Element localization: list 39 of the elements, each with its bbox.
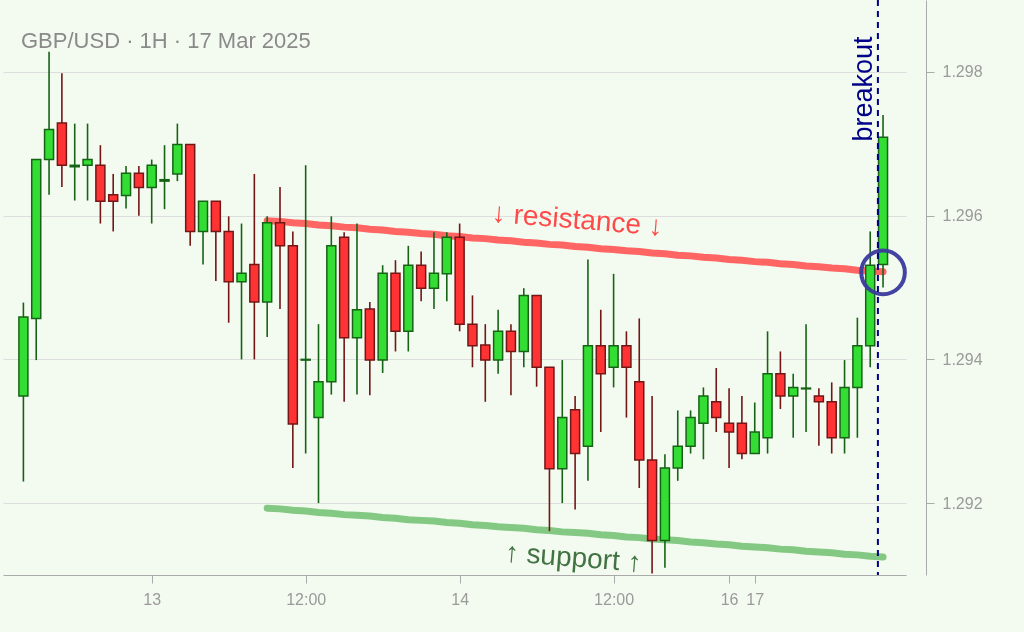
candlestick (608, 273, 619, 389)
y-tick-label: 1.296 (942, 207, 983, 225)
x-tick-label: 13 (143, 590, 162, 608)
y-tick-label: 1.298 (942, 63, 983, 81)
x-tick-label: 12:00 (594, 590, 635, 608)
candlestick (428, 231, 440, 310)
candlestick (159, 144, 170, 210)
candlestick (480, 323, 491, 403)
candlestick (300, 164, 311, 455)
candlestick (800, 323, 812, 433)
candlestick (813, 387, 825, 447)
candlestick (120, 165, 132, 210)
candlestick (505, 323, 517, 397)
x-tick-label: 16 (720, 590, 739, 608)
annotation: ↓ resistance ↓ (490, 196, 664, 242)
candlestick (274, 186, 286, 310)
candlestick (775, 350, 786, 410)
candlestick (133, 165, 145, 217)
candlestick (672, 409, 683, 482)
annotation: breakout (847, 35, 878, 142)
candlestick (787, 372, 799, 439)
candlestick (621, 330, 632, 419)
candlestick (107, 173, 119, 233)
candlestick (82, 122, 93, 202)
candlestick (236, 222, 247, 361)
x-tick-label: 17 (746, 590, 765, 608)
candlestick (710, 367, 722, 433)
candlestick (749, 401, 760, 455)
candlestick (146, 158, 157, 225)
text: GBP/USD · 1H · 17 Mar 2025 (21, 28, 311, 53)
y-tick-label: 1.294 (942, 350, 983, 368)
candlestick (69, 122, 80, 202)
x-tick-label: 14 (451, 590, 470, 608)
annotation: ↑ support ↑ (503, 536, 643, 578)
y-tick-label: 1.292 (942, 494, 983, 512)
candlestick (467, 294, 478, 369)
candlestick (415, 250, 427, 302)
x-tick-label: 12:00 (286, 590, 327, 608)
candlestick (723, 387, 735, 469)
